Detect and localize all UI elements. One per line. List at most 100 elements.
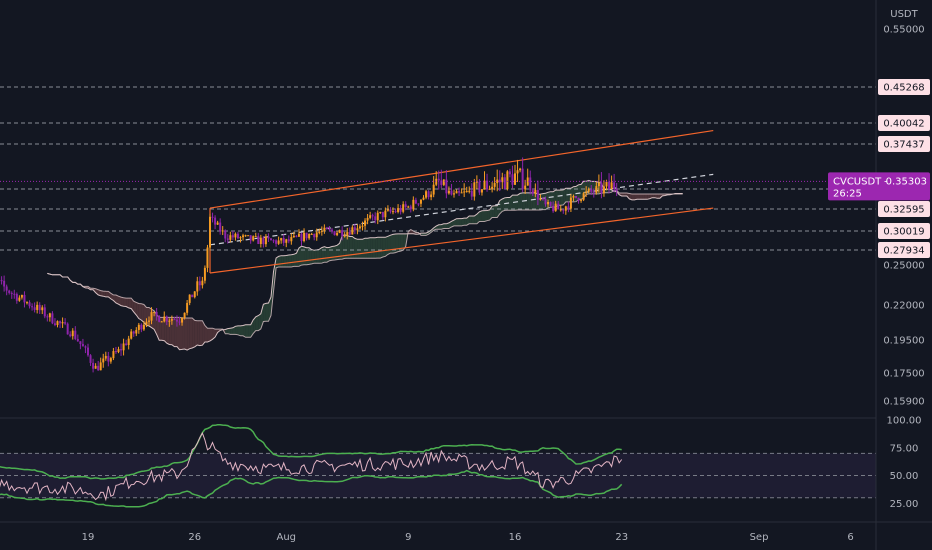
cloud-segment <box>448 221 452 229</box>
candle <box>336 231 339 237</box>
cloud-segment <box>240 325 244 336</box>
candle <box>392 207 394 215</box>
candle <box>310 232 313 235</box>
cloud-segment <box>225 328 228 334</box>
cloud-segment <box>654 194 658 199</box>
candle <box>547 199 550 208</box>
candle <box>404 201 407 211</box>
candle <box>267 233 270 242</box>
candle <box>346 227 349 240</box>
candle <box>211 212 214 223</box>
candle <box>592 188 595 198</box>
cloud-segment <box>555 190 559 208</box>
cloud-segment <box>626 193 630 199</box>
cloud-segment <box>354 238 358 259</box>
time-tick-label: 26 <box>188 532 201 543</box>
cloud-segment <box>560 189 564 206</box>
cloud-segment <box>337 243 340 260</box>
cloud-segment <box>243 324 246 338</box>
candle <box>193 290 196 299</box>
cloud-segment <box>159 317 162 341</box>
candle <box>498 170 501 192</box>
cloud-segment <box>542 193 546 210</box>
candle <box>130 329 133 340</box>
candle <box>564 205 567 215</box>
candle <box>66 322 69 335</box>
candle <box>0 276 3 285</box>
cloud-segment <box>314 249 317 264</box>
candle <box>549 201 552 207</box>
candle <box>158 315 161 323</box>
cloud-segment <box>466 216 470 226</box>
time-tick-label: 9 <box>405 532 411 543</box>
cloud-segment <box>176 317 180 350</box>
candle <box>127 335 130 350</box>
cloud-segment <box>344 234 348 259</box>
candle <box>475 175 478 190</box>
cloud-segment <box>492 205 495 218</box>
candle <box>508 168 511 178</box>
cloud-span-a <box>47 179 683 351</box>
level-tag: 0.30019 <box>878 223 930 239</box>
candle <box>580 198 583 203</box>
cloud-segment <box>136 302 139 319</box>
candle <box>587 187 590 194</box>
cloud-segment <box>347 235 350 259</box>
candle <box>69 331 72 338</box>
candle <box>597 174 600 193</box>
candle <box>43 304 46 319</box>
candle <box>303 228 306 243</box>
cloud-segment <box>629 193 632 200</box>
cloud-segment <box>278 255 282 267</box>
candle <box>102 353 105 368</box>
cloud-segment <box>441 223 444 230</box>
cloud-segment <box>204 325 208 343</box>
candle <box>297 229 300 237</box>
cloud-segment <box>365 238 368 259</box>
candle <box>419 199 422 208</box>
candle <box>64 318 67 326</box>
cloud-segment <box>484 210 488 222</box>
candle <box>361 221 364 231</box>
candle <box>328 226 331 232</box>
candle <box>107 351 110 367</box>
candle <box>427 190 430 200</box>
candle <box>389 207 392 214</box>
candle <box>577 197 580 204</box>
cloud-segment <box>316 249 320 264</box>
cloud-segment <box>502 197 505 212</box>
candle <box>483 171 486 190</box>
cloud-segment <box>131 298 134 312</box>
cloud-segment <box>454 218 457 226</box>
cloud-segment <box>291 254 294 267</box>
cloud-segment <box>375 237 378 259</box>
candle <box>137 322 140 334</box>
cloud-segment <box>349 236 353 259</box>
candle <box>384 207 387 222</box>
candle <box>216 220 219 225</box>
cloud-segment <box>118 296 122 306</box>
candle <box>191 294 194 298</box>
candle <box>56 320 59 328</box>
cloud-segment <box>578 184 582 200</box>
candle <box>53 318 56 327</box>
candle <box>407 205 410 209</box>
cloud-segment <box>451 220 454 228</box>
horizontal-levels <box>0 86 876 251</box>
cloud-segment <box>400 233 404 252</box>
cloud-segment <box>642 194 645 200</box>
candle <box>432 176 435 198</box>
candle <box>506 170 509 191</box>
candle <box>470 183 473 201</box>
candle <box>318 228 321 235</box>
rsi-upper-band <box>0 423 622 480</box>
level-tag-label: 0.37437 <box>883 140 924 151</box>
time-tick-label: 23 <box>615 532 628 543</box>
candle <box>455 189 458 194</box>
candle <box>541 197 544 201</box>
candle <box>163 311 166 323</box>
candle <box>38 302 41 314</box>
time-axis[interactable]: 1926Aug91623Sep613 <box>82 532 932 543</box>
cloud-segment <box>324 246 327 263</box>
